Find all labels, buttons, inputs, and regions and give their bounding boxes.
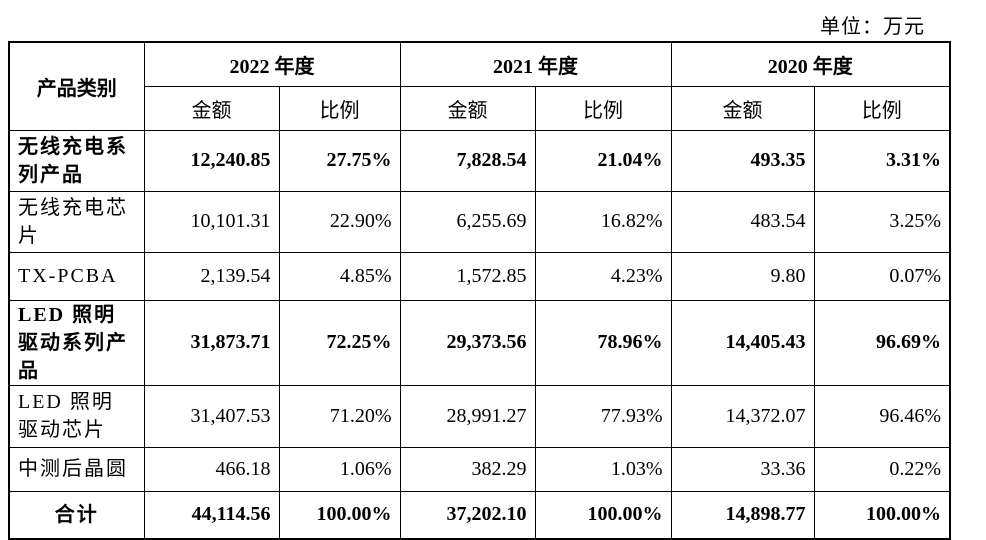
year-header-2020: 2020 年度: [670, 41, 951, 87]
category-cell: 无线充电芯片: [8, 190, 145, 253]
table-row: 中测后晶圆 466.18 1.06% 382.29 1.03% 33.36 0.22%: [8, 446, 951, 492]
amount-cell: 33.36: [670, 446, 815, 492]
ratio-cell: 72.25%: [278, 299, 401, 386]
ratio-cell: 3.31%: [813, 129, 951, 192]
amount-cell: 382.29: [399, 446, 536, 492]
amount-cell: 12,240.85: [143, 129, 280, 192]
ratio-cell: 96.46%: [813, 384, 951, 448]
table-row: 无线充电系列产品 12,240.85 27.75% 7,828.54 21.04% 493…: [8, 129, 951, 192]
ratio-cell: 96.69%: [813, 299, 951, 386]
ratio-cell: 16.82%: [534, 190, 672, 253]
category-cell: LED 照明驱动芯片: [8, 384, 145, 448]
ratio-cell: 100.00%: [534, 490, 672, 540]
ratio-cell: 77.93%: [534, 384, 672, 448]
ratio-cell: 0.22%: [813, 446, 951, 492]
category-cell: 无线充电系列产品: [8, 129, 145, 192]
category-cell: LED 照明驱动系列产品: [8, 299, 145, 386]
ratio-cell: 100.00%: [813, 490, 951, 540]
amount-cell: 493.35: [670, 129, 815, 192]
amount-cell: 14,898.77: [670, 490, 815, 540]
amount-cell: 483.54: [670, 190, 815, 253]
category-header: 产品类别: [8, 41, 145, 131]
total-row: 合计 44,114.56 100.00% 37,202.10 100.00% 14,898…: [8, 490, 951, 540]
amount-cell: 9.80: [670, 251, 815, 301]
header-row-metrics: 金额 比例 金额 比例 金额 比例: [9, 85, 951, 131]
amount-header: 金额: [143, 85, 280, 131]
ratio-cell: 4.85%: [278, 251, 401, 301]
header-row-years: 产品类别 2022 年度 2021 年度 2020 年度: [8, 41, 951, 131]
ratio-cell: 78.96%: [534, 299, 672, 386]
ratio-cell: 100.00%: [278, 490, 401, 540]
table-row: LED 照明驱动系列产品 31,873.71 72.25% 29,373.56 78.9…: [8, 299, 951, 386]
table-row: LED 照明驱动芯片 31,407.53 71.20% 28,991.27 77.93%…: [8, 384, 951, 448]
amount-cell: 7,828.54: [399, 129, 536, 192]
table-row: TX-PCBA 2,139.54 4.85% 1,572.85 4.23% 9.80 0.0…: [8, 251, 951, 301]
amount-cell: 10,101.31: [143, 190, 280, 253]
amount-cell: 31,873.71: [143, 299, 280, 386]
amount-cell: 37,202.10: [399, 490, 536, 540]
category-cell: TX-PCBA: [8, 251, 145, 301]
amount-cell: 29,373.56: [399, 299, 536, 386]
ratio-cell: 1.03%: [534, 446, 672, 492]
table-row: 无线充电芯片 10,101.31 22.90% 6,255.69 16.82% 483.5…: [8, 190, 951, 253]
amount-cell: 44,114.56: [143, 490, 280, 540]
amount-cell: 14,405.43: [670, 299, 815, 386]
year-header-2022: 2022 年度: [143, 41, 401, 87]
amount-cell: 14,372.07: [670, 384, 815, 448]
ratio-header: 比例: [278, 85, 401, 131]
category-cell: 中测后晶圆: [8, 446, 145, 492]
ratio-cell: 27.75%: [278, 129, 401, 192]
amount-cell: 466.18: [143, 446, 280, 492]
amount-cell: 1,572.85: [399, 251, 536, 301]
year-header-2021: 2021 年度: [399, 41, 672, 87]
ratio-header: 比例: [534, 85, 672, 131]
amount-cell: 31,407.53: [143, 384, 280, 448]
ratio-cell: 1.06%: [278, 446, 401, 492]
ratio-header: 比例: [813, 85, 951, 131]
revenue-table: 产品类别 2022 年度 2021 年度 2020 年度 金额 比例 金额 比例…: [8, 41, 951, 540]
ratio-cell: 3.25%: [813, 190, 951, 253]
ratio-cell: 4.23%: [534, 251, 672, 301]
ratio-cell: 0.07%: [813, 251, 951, 301]
unit-label: 单位：万元: [820, 16, 925, 38]
amount-cell: 2,139.54: [143, 251, 280, 301]
amount-header: 金额: [399, 85, 536, 131]
ratio-cell: 71.20%: [278, 384, 401, 448]
amount-cell: 28,991.27: [399, 384, 536, 448]
ratio-cell: 21.04%: [534, 129, 672, 192]
category-cell: 合计: [8, 490, 145, 540]
amount-header: 金额: [670, 85, 815, 131]
amount-cell: 6,255.69: [399, 190, 536, 253]
ratio-cell: 22.90%: [278, 190, 401, 253]
